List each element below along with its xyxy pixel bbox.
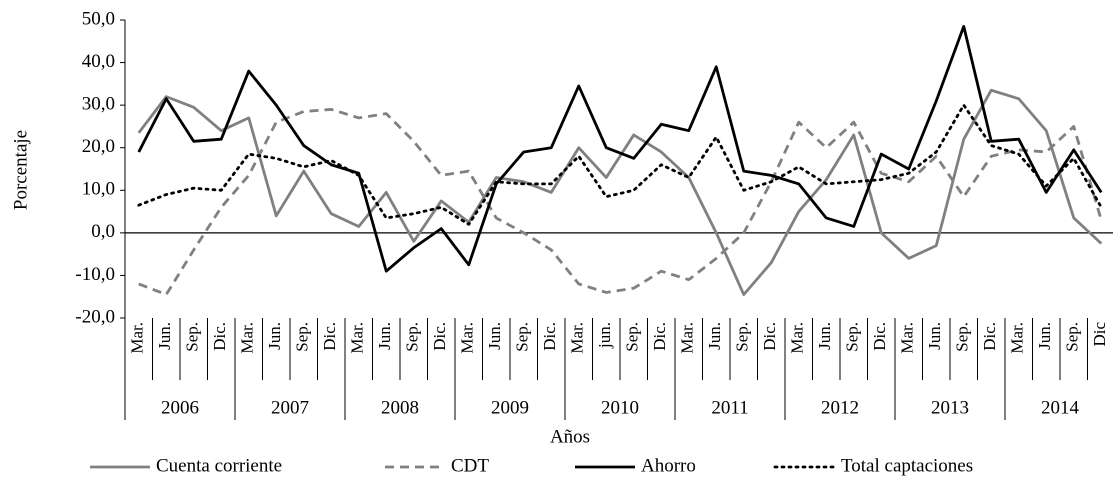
y-tick-label: -20,0 bbox=[75, 306, 115, 327]
y-tick-label: 50,0 bbox=[82, 8, 115, 29]
legend-label: Ahorro bbox=[641, 455, 696, 476]
legend-label: CDT bbox=[451, 455, 489, 476]
series-line bbox=[137, 103, 1103, 226]
x-tick-label: Jun. bbox=[375, 322, 394, 350]
x-tick-label: Jun. bbox=[925, 322, 944, 350]
year-label: 2013 bbox=[931, 397, 969, 418]
y-tick-label: 30,0 bbox=[82, 94, 115, 115]
y-tick-label: -10,0 bbox=[75, 264, 115, 285]
x-tick-label: Sep. bbox=[403, 322, 422, 352]
y-tick-label: 40,0 bbox=[82, 51, 115, 72]
legend-label: Cuenta corriente bbox=[156, 455, 282, 476]
x-tick-label: Dic bbox=[1090, 322, 1109, 347]
x-tick-label: Jun. bbox=[155, 322, 174, 350]
x-tick-label: Dic. bbox=[980, 322, 999, 351]
year-label: 2007 bbox=[271, 397, 309, 418]
x-tick-label: Dic. bbox=[430, 322, 449, 351]
x-tick-label: Sep. bbox=[513, 322, 532, 352]
x-tick-label: Dic. bbox=[760, 322, 779, 351]
x-tick-label: jun. bbox=[595, 322, 614, 349]
x-tick-label: Dic. bbox=[210, 322, 229, 351]
y-tick-label: 0,0 bbox=[91, 221, 115, 242]
x-tick-label: Sep. bbox=[733, 322, 752, 352]
series-line bbox=[138, 108, 1103, 296]
x-tick-label: Mar. bbox=[898, 322, 917, 354]
x-axis-label: Años bbox=[550, 426, 590, 447]
x-tick-label: Mar. bbox=[128, 322, 147, 354]
year-label: 2006 bbox=[161, 397, 199, 418]
y-tick-label: 10,0 bbox=[82, 179, 115, 200]
x-tick-label: Mar. bbox=[788, 322, 807, 354]
series-line bbox=[137, 88, 1103, 296]
x-tick-label: Jun. bbox=[1035, 322, 1054, 350]
x-tick-label: Mar. bbox=[568, 322, 587, 354]
y-axis-label: Porcentaje bbox=[10, 130, 31, 210]
year-label: 2008 bbox=[381, 397, 419, 418]
x-tick-label: Dic. bbox=[540, 322, 559, 351]
year-label: 2011 bbox=[711, 397, 748, 418]
year-label: 2009 bbox=[491, 397, 529, 418]
x-tick-label: Jun. bbox=[485, 322, 504, 350]
x-tick-label: Mar. bbox=[1008, 322, 1027, 354]
x-tick-label: Dic. bbox=[870, 322, 889, 351]
year-label: 2010 bbox=[601, 397, 639, 418]
x-tick-label: Jun. bbox=[705, 322, 724, 350]
x-tick-label: Dic. bbox=[650, 322, 669, 351]
x-tick-label: Sep. bbox=[1063, 322, 1082, 352]
x-tick-label: Jun. bbox=[265, 322, 284, 350]
x-tick-label: Mar. bbox=[238, 322, 257, 354]
x-tick-label: Jun. bbox=[815, 322, 834, 350]
x-tick-label: Sep. bbox=[183, 322, 202, 352]
year-label: 2014 bbox=[1041, 397, 1080, 418]
x-tick-label: Mar. bbox=[348, 322, 367, 354]
year-label: 2012 bbox=[821, 397, 859, 418]
x-tick-label: Sep. bbox=[293, 322, 312, 352]
series-line bbox=[137, 24, 1103, 273]
legend-label: Total captaciones bbox=[841, 455, 973, 476]
x-tick-label: Dic. bbox=[320, 322, 339, 351]
x-tick-label: Mar. bbox=[458, 322, 477, 354]
y-tick-label: 20,0 bbox=[82, 136, 115, 157]
x-tick-label: Mar. bbox=[678, 322, 697, 354]
x-tick-label: Sep. bbox=[623, 322, 642, 352]
x-tick-label: Sep. bbox=[953, 322, 972, 352]
x-tick-label: Sep. bbox=[843, 322, 862, 352]
